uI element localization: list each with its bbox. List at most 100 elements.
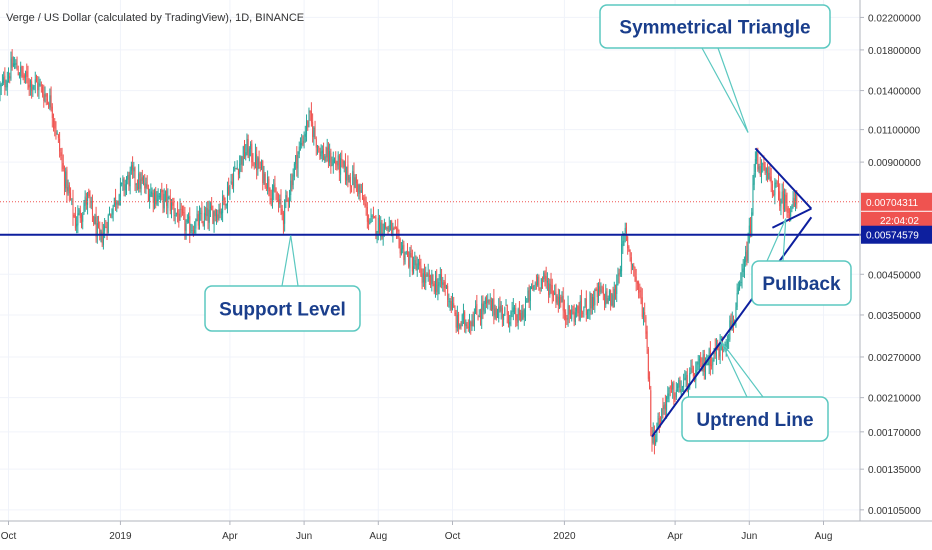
uptrend-line[interactable] (651, 216, 813, 438)
candle-body (402, 245, 404, 250)
candle-body (308, 109, 310, 128)
price-axis[interactable]: 0.02200000 0.01800000 0.01400000 0.01100000… (860, 13, 921, 517)
candle-body (282, 212, 284, 225)
candle-body (517, 309, 519, 323)
candle-body (302, 140, 304, 145)
candle-body (479, 315, 481, 318)
candle-body (31, 81, 33, 91)
candle-body (234, 166, 236, 172)
candle-body (452, 302, 453, 311)
candle-body (505, 304, 507, 306)
candle-body (528, 289, 530, 303)
candle-body (105, 227, 107, 228)
candle-body (424, 271, 426, 282)
candle-body (60, 152, 62, 156)
candle-body (750, 224, 752, 237)
candle-body (257, 158, 259, 170)
time-axis[interactable]: Oct 2019 Apr Jun Aug Oct 2020 Apr Jun Aug (1, 521, 833, 542)
candle-body (207, 210, 209, 223)
candle-body (205, 213, 207, 215)
callout-box[interactable] (204, 285, 361, 332)
candle-body (454, 307, 456, 314)
candle-body (115, 196, 117, 205)
candle-body (244, 144, 245, 158)
candle-body (690, 367, 692, 374)
candle-body (78, 209, 80, 215)
candle-body (110, 214, 112, 217)
candle-body (576, 305, 578, 312)
triangle-lower-line[interactable] (771, 207, 812, 229)
candle-body (44, 94, 46, 100)
candle-body (290, 180, 292, 196)
candle-body (128, 174, 130, 187)
candle-body (459, 324, 461, 329)
candle-body (330, 152, 332, 167)
candle-body (400, 248, 402, 255)
axes (0, 0, 932, 522)
candle-body (392, 228, 394, 234)
candle-body (167, 196, 169, 209)
candle-body (267, 176, 269, 189)
callout-box[interactable] (751, 260, 852, 306)
candle-body (621, 244, 623, 272)
candle-body (730, 318, 732, 330)
triangle-upper-line[interactable] (754, 147, 813, 210)
candle-body (523, 309, 525, 318)
candle-body (471, 321, 473, 328)
candle-body (407, 252, 408, 254)
candle-body (133, 167, 135, 172)
candle-body (360, 190, 362, 193)
candle-body (274, 183, 276, 193)
candle-body (516, 322, 518, 324)
candle-body (273, 184, 275, 192)
candle-body (632, 263, 634, 267)
candle-body (335, 160, 337, 165)
candle-body (577, 306, 579, 314)
candle-body (622, 240, 624, 247)
candle-body (588, 309, 590, 311)
candle-body (50, 95, 52, 109)
candle-body (28, 84, 30, 88)
candle-body (739, 283, 741, 289)
candle-body (12, 63, 14, 67)
candle-body (314, 127, 316, 137)
candle-body (132, 165, 134, 170)
time-tick-label: Jun (741, 531, 757, 542)
candle-body (606, 293, 608, 303)
candle-body (538, 276, 540, 288)
candle-body (175, 212, 177, 214)
candle-body (218, 209, 220, 220)
candle-body (692, 367, 694, 377)
candle-body (567, 303, 569, 319)
candle-body (341, 159, 343, 160)
candle-body (793, 198, 795, 207)
candle-body (535, 282, 537, 286)
candle-body (408, 251, 410, 267)
candle-body (122, 178, 124, 182)
candle-body (527, 290, 529, 302)
candle-body (138, 173, 140, 190)
candle-body (338, 155, 340, 173)
candle-body (396, 229, 398, 230)
candle-body (438, 282, 440, 286)
candle-body (484, 298, 486, 304)
candle-body (469, 322, 471, 330)
candle-body (767, 168, 769, 179)
candle-body (795, 194, 797, 205)
candle-body (247, 139, 249, 158)
callout-box[interactable] (599, 4, 831, 49)
candle-body (647, 349, 649, 379)
candle-body (102, 232, 104, 246)
candle-body (458, 314, 460, 327)
candle-body (173, 206, 175, 215)
candle-body (615, 288, 616, 296)
candle-body (785, 194, 787, 204)
candle-body (329, 151, 331, 163)
candle-body (638, 282, 640, 294)
callout-box[interactable] (681, 396, 829, 442)
candle-body (291, 179, 293, 188)
candle-body (431, 273, 433, 285)
candle-body (203, 212, 205, 227)
candle-body (349, 177, 351, 187)
